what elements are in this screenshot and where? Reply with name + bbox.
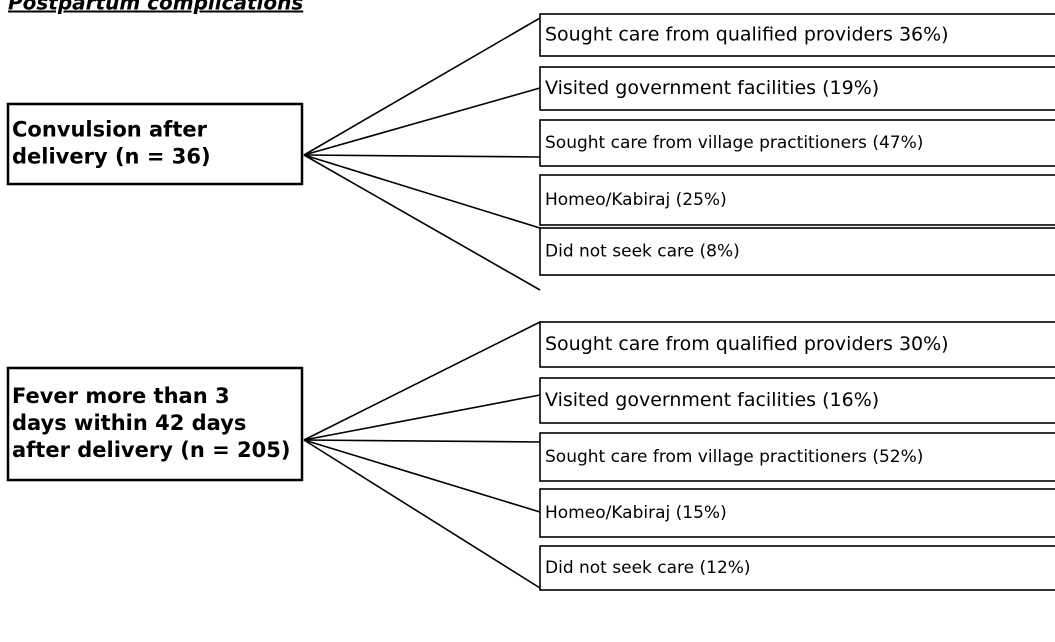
connector — [303, 321, 541, 441]
outcome-box — [539, 321, 1055, 368]
outcome-label: Did not seek care (8%) — [545, 242, 740, 262]
connector — [303, 394, 541, 441]
outcome-box — [539, 119, 1055, 167]
outcome-box — [539, 488, 1055, 538]
connector — [303, 154, 541, 291]
outcome-box — [539, 227, 1055, 276]
source-label: Convulsion after — [12, 118, 208, 142]
outcome-box — [539, 66, 1055, 111]
outcome-box — [539, 377, 1055, 424]
connector — [303, 87, 541, 156]
outcome-label: Sought care from qualified providers 36%… — [545, 24, 949, 46]
outcome-box — [539, 432, 1055, 482]
source-label: after delivery (n = 205) — [12, 438, 290, 462]
outcome-label: Sought care from qualified providers 30%… — [545, 333, 949, 355]
connector — [303, 439, 541, 513]
outcome-label: Visited government facilities (19%) — [545, 77, 879, 99]
outcome-label: Sought care from village practitioners (… — [545, 447, 923, 467]
connector — [303, 439, 541, 589]
source-box — [6, 366, 304, 482]
outcome-box — [539, 174, 1055, 226]
outcome-label: Homeo/Kabiraj (15%) — [545, 503, 727, 523]
outcome-box — [539, 545, 1055, 591]
title: Postpartum complications — [8, 0, 303, 15]
source-label: Fever more than 3 — [12, 384, 230, 408]
connector — [303, 154, 541, 229]
connector — [303, 439, 541, 443]
outcome-label: Visited government facilities (16%) — [545, 389, 879, 411]
source-label: delivery (n = 36) — [12, 145, 211, 169]
outcome-box — [539, 13, 1055, 57]
outcome-label: Did not seek care (12%) — [545, 558, 751, 578]
connector — [303, 17, 541, 156]
outcome-label: Sought care from village practitioners (… — [545, 133, 923, 153]
source-box — [6, 102, 304, 186]
outcome-label: Homeo/Kabiraj (25%) — [545, 190, 727, 210]
source-label: days within 42 days — [12, 411, 246, 435]
connector — [303, 154, 541, 158]
